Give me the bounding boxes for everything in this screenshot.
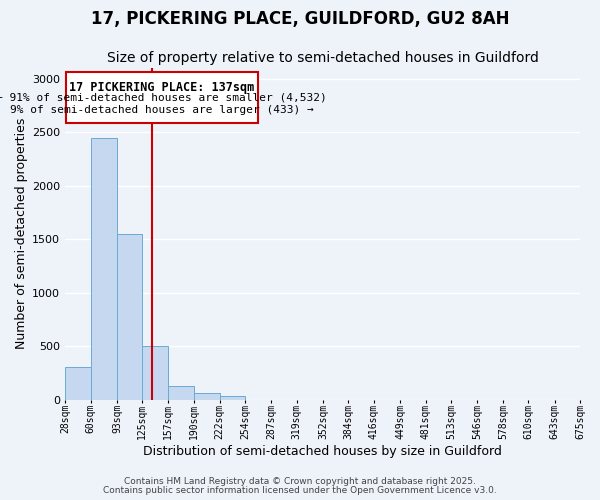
Text: Contains HM Land Registry data © Crown copyright and database right 2025.: Contains HM Land Registry data © Crown c…	[124, 477, 476, 486]
X-axis label: Distribution of semi-detached houses by size in Guildford: Distribution of semi-detached houses by …	[143, 444, 502, 458]
Y-axis label: Number of semi-detached properties: Number of semi-detached properties	[15, 118, 28, 350]
Bar	[220, 396, 245, 400]
Text: 17 PICKERING PLACE: 137sqm: 17 PICKERING PLACE: 137sqm	[69, 81, 254, 94]
Text: 17, PICKERING PLACE, GUILDFORD, GU2 8AH: 17, PICKERING PLACE, GUILDFORD, GU2 8AH	[91, 10, 509, 28]
Bar	[194, 393, 220, 400]
Text: 9% of semi-detached houses are larger (433) →: 9% of semi-detached houses are larger (4…	[10, 106, 314, 116]
Bar	[65, 368, 91, 400]
Bar	[91, 138, 117, 400]
Bar	[66, 72, 258, 122]
Text: ← 91% of semi-detached houses are smaller (4,532): ← 91% of semi-detached houses are smalle…	[0, 92, 327, 102]
Text: Contains public sector information licensed under the Open Government Licence v3: Contains public sector information licen…	[103, 486, 497, 495]
Bar	[168, 386, 194, 400]
Bar	[142, 346, 168, 400]
Bar	[117, 234, 142, 400]
Title: Size of property relative to semi-detached houses in Guildford: Size of property relative to semi-detach…	[107, 52, 539, 66]
